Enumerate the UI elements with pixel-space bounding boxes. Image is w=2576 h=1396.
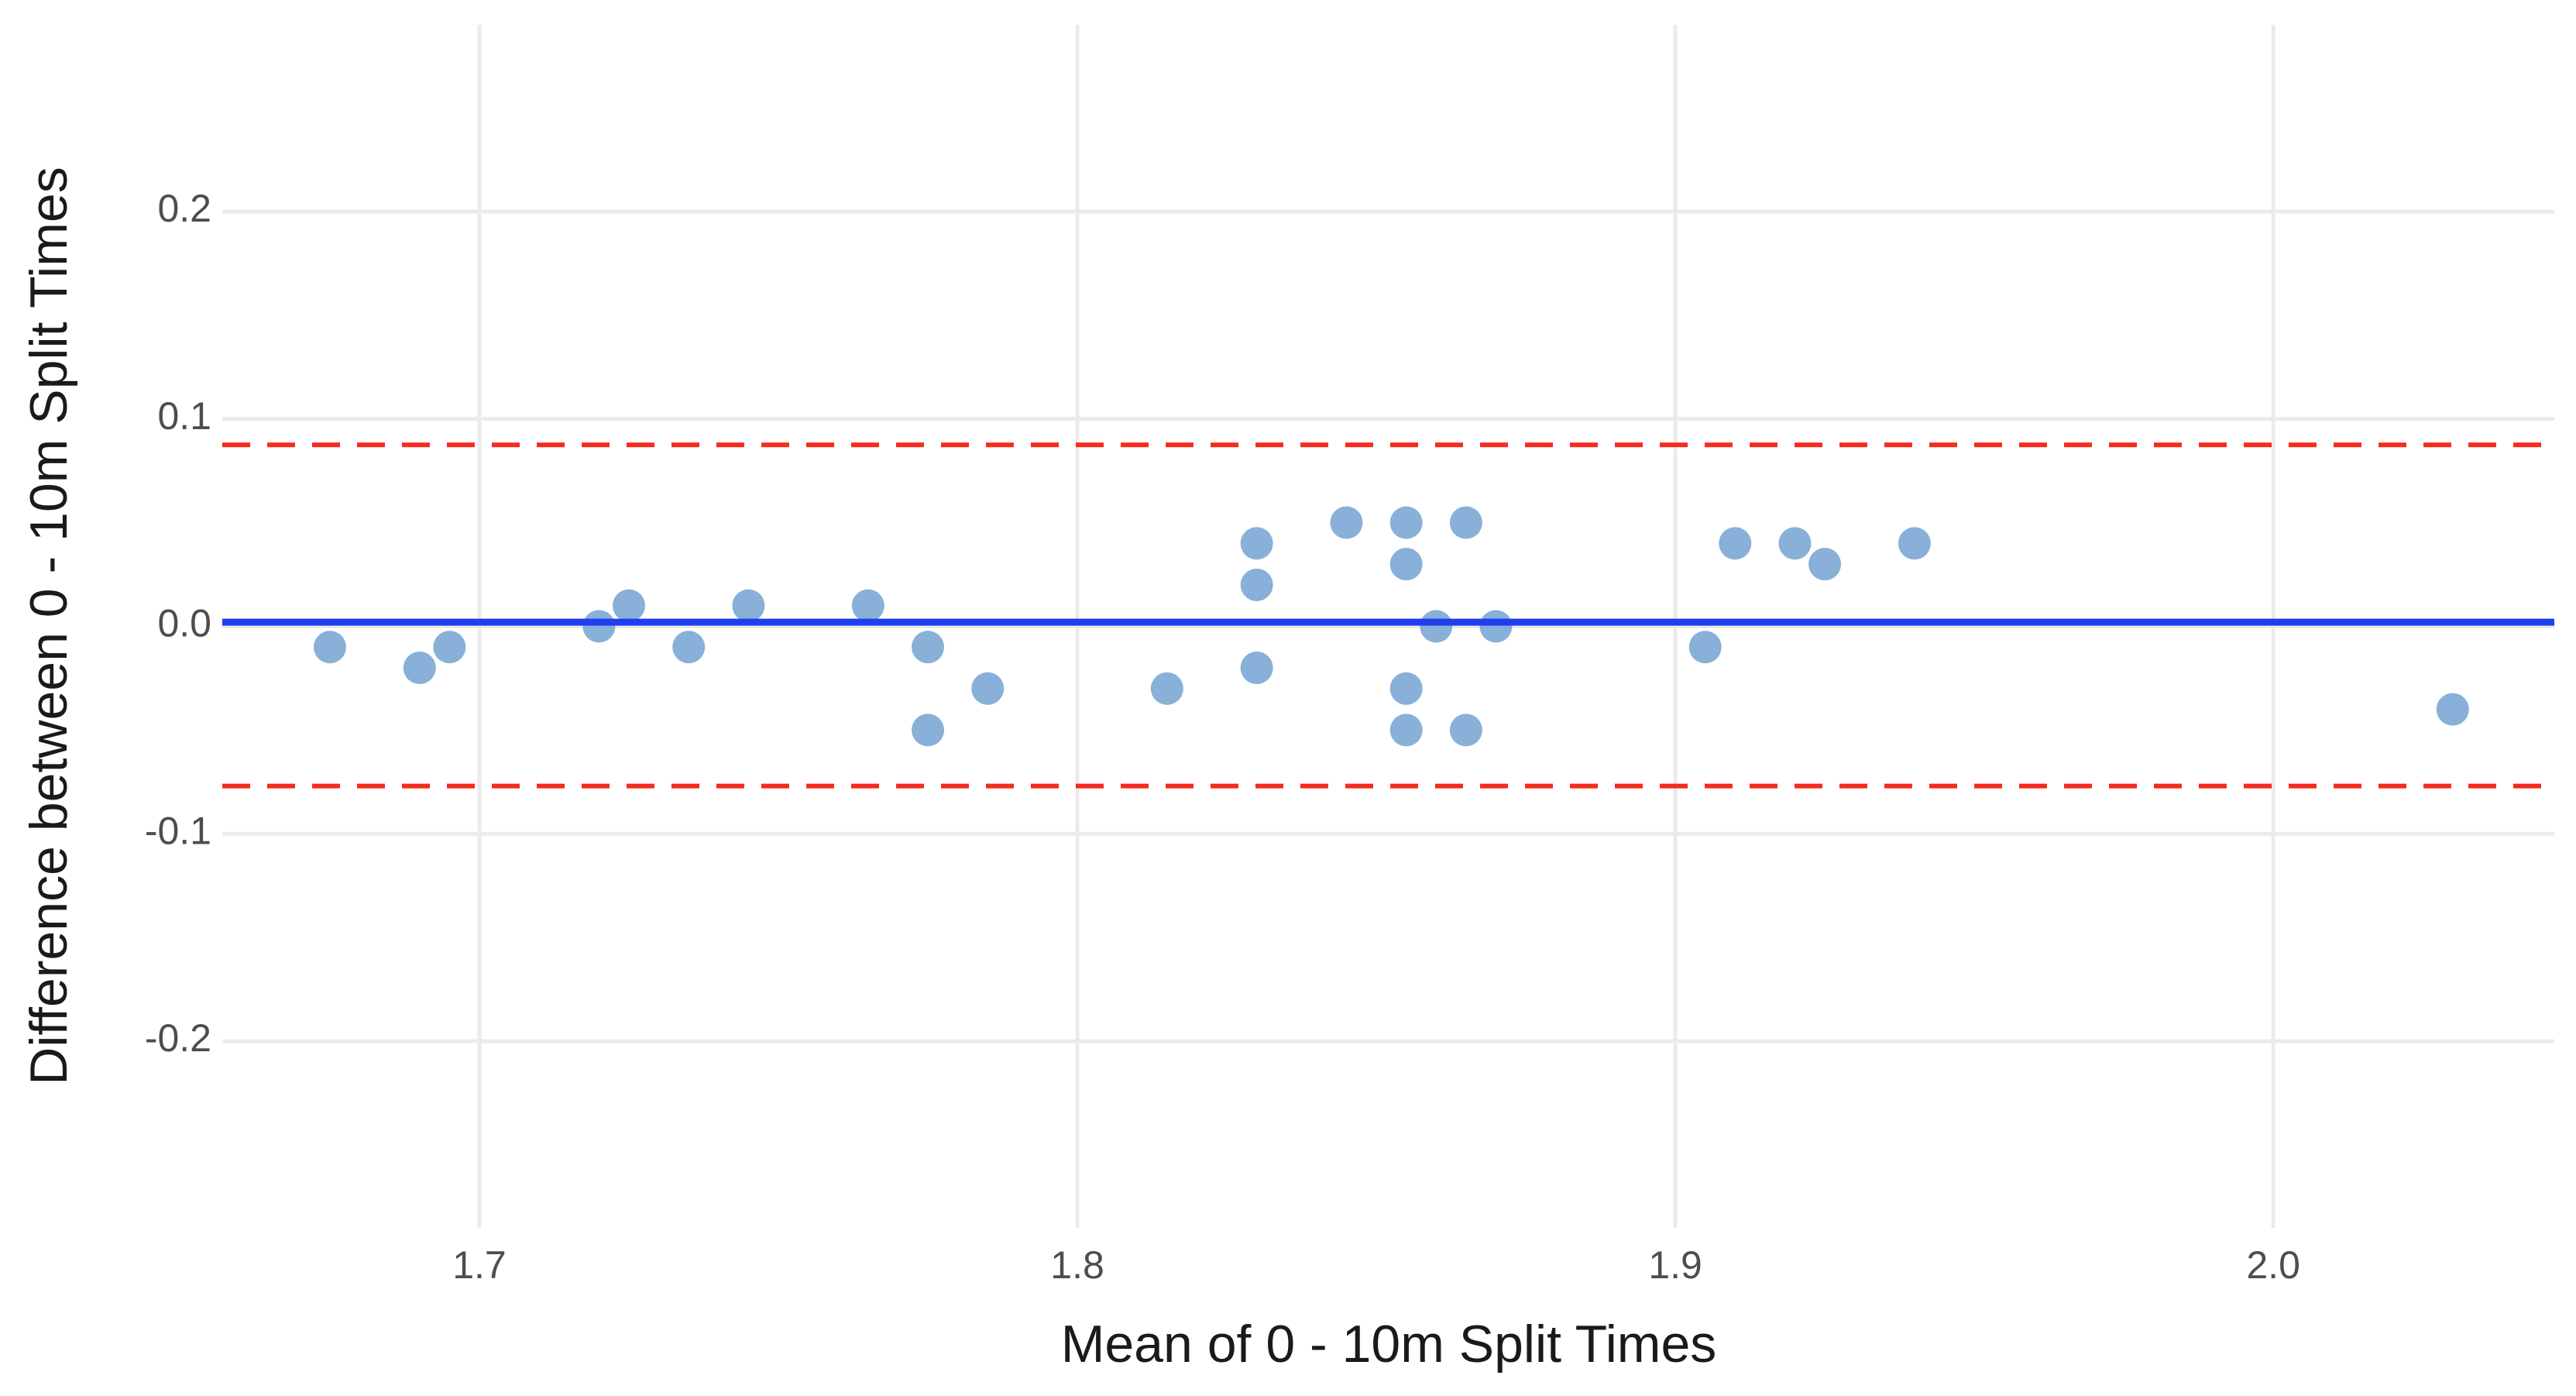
y-tick-label: 0.2 (157, 187, 211, 230)
x-tick-label: 1.9 (1648, 1243, 1702, 1287)
y-tick-label: 0.0 (157, 602, 211, 645)
point (912, 631, 945, 664)
x-axis-title: Mean of 0 - 10m Split Times (1061, 1315, 1717, 1374)
point (1240, 527, 1273, 560)
point (1420, 610, 1453, 643)
point (313, 631, 346, 664)
point (433, 631, 466, 664)
y-axis-title: Difference between 0 - 10m Split Times (19, 167, 78, 1085)
point (612, 589, 645, 622)
y-tick-label: -0.1 (145, 809, 211, 852)
point (1808, 548, 1842, 581)
point (403, 652, 436, 685)
point (1389, 672, 1423, 705)
point (1330, 506, 1363, 539)
x-tick-label: 1.7 (452, 1243, 507, 1287)
point (2436, 693, 2469, 726)
x-tick-label: 1.8 (1050, 1243, 1104, 1287)
point (582, 610, 616, 643)
x-tick-label: 2.0 (2246, 1243, 2300, 1287)
point (1240, 568, 1273, 601)
point (1898, 527, 1931, 560)
y-tick-label: -0.2 (145, 1016, 211, 1060)
point (912, 713, 945, 747)
point (1479, 610, 1513, 643)
point (672, 631, 706, 664)
point (971, 672, 1005, 705)
point (1389, 506, 1423, 539)
y-tick-label: 0.1 (157, 394, 211, 438)
point (1389, 548, 1423, 581)
point (1240, 652, 1273, 685)
point (1449, 713, 1482, 747)
point (732, 589, 765, 622)
point (1778, 527, 1812, 560)
point (851, 589, 884, 622)
point (1389, 713, 1423, 747)
point (1449, 506, 1482, 539)
point (1150, 672, 1183, 705)
point (1719, 527, 1752, 560)
point (1688, 631, 1722, 664)
